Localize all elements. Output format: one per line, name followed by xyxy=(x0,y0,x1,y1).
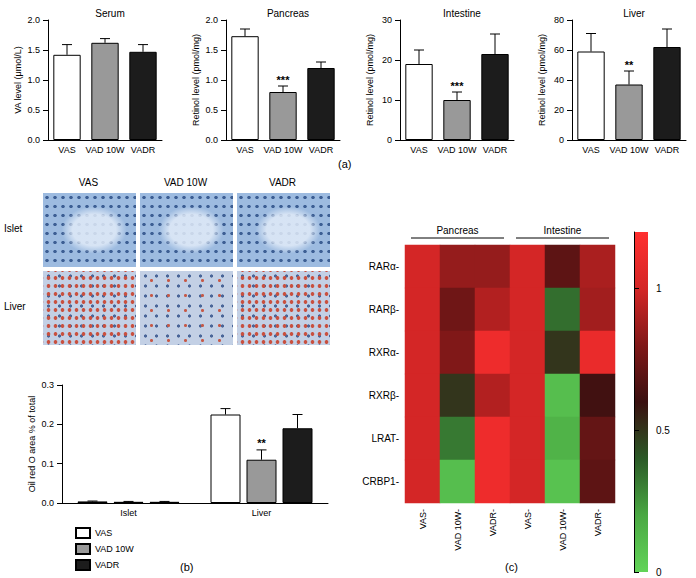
svg-text:Retinol level (pmol/mg): Retinol level (pmol/mg) xyxy=(191,34,201,126)
svg-text:***: *** xyxy=(451,80,465,92)
svg-text:1.5: 1.5 xyxy=(205,45,218,55)
svg-text:Pancreas: Pancreas xyxy=(436,225,478,236)
svg-text:Intestine: Intestine xyxy=(544,225,582,236)
svg-text:2.0: 2.0 xyxy=(27,15,40,25)
svg-text:20: 20 xyxy=(554,105,564,115)
svg-text:Oil red O area % of total: Oil red O area % of total xyxy=(27,396,37,493)
svg-text:VAS-: VAS- xyxy=(418,509,428,529)
svg-text:30: 30 xyxy=(382,15,392,25)
svg-text:VADR: VADR xyxy=(655,145,680,155)
svg-text:Islet: Islet xyxy=(120,508,137,518)
html-text:Islet: Islet xyxy=(4,223,23,234)
html-text:VAD 10W: VAD 10W xyxy=(163,177,208,188)
svg-text:CRBP1-: CRBP1- xyxy=(362,476,399,487)
svg-text:20: 20 xyxy=(382,55,392,65)
svg-text:Liver: Liver xyxy=(623,8,645,19)
svg-text:VAS: VAS xyxy=(58,145,75,155)
svg-text:Intestine: Intestine xyxy=(443,8,481,19)
svg-text:0.3: 0.3 xyxy=(41,380,54,390)
svg-text:***: *** xyxy=(277,74,291,86)
svg-text:VAD 10W: VAD 10W xyxy=(264,145,303,155)
svg-text:2.0: 2.0 xyxy=(205,15,218,25)
svg-text:0.5: 0.5 xyxy=(205,105,218,115)
svg-text:VADR-: VADR- xyxy=(593,509,603,536)
svg-text:VADR-: VADR- xyxy=(488,509,498,536)
svg-text:0: 0 xyxy=(656,567,662,578)
svg-text:0.0: 0.0 xyxy=(205,135,218,145)
svg-text:1.0: 1.0 xyxy=(27,75,40,85)
svg-text:VAD 10W-: VAD 10W- xyxy=(453,509,463,551)
svg-text:0.0: 0.0 xyxy=(41,498,54,508)
svg-text:VAD 10W: VAD 10W xyxy=(95,544,134,554)
svg-text:VADR: VADR xyxy=(309,145,334,155)
svg-text:VAS: VAS xyxy=(410,145,427,155)
svg-text:40: 40 xyxy=(554,75,564,85)
svg-text:RARβ-: RARβ- xyxy=(369,304,399,315)
svg-text:VADR: VADR xyxy=(483,145,508,155)
svg-text:VAD 10W: VAD 10W xyxy=(86,145,125,155)
svg-text:1: 1 xyxy=(656,283,662,294)
html-text:VAS: VAS xyxy=(78,177,99,188)
svg-text:Retinol level (pmol/mg): Retinol level (pmol/mg) xyxy=(365,34,375,126)
svg-text:VA level (μmol/L): VA level (μmol/L) xyxy=(13,46,23,114)
svg-text:0.5: 0.5 xyxy=(656,425,670,436)
svg-text:VADR: VADR xyxy=(95,560,120,570)
svg-text:VAD 10W: VAD 10W xyxy=(438,145,477,155)
svg-text:RXRα-: RXRα- xyxy=(369,347,399,358)
svg-text:VAS: VAS xyxy=(582,145,599,155)
svg-text:VAD 10W: VAD 10W xyxy=(610,145,649,155)
svg-text:VAS: VAS xyxy=(95,528,112,538)
html-text:VADR: VADR xyxy=(269,177,296,188)
svg-text:LRAT-: LRAT- xyxy=(371,433,399,444)
svg-text:0.0: 0.0 xyxy=(27,135,40,145)
svg-text:**: ** xyxy=(257,437,266,449)
html-text:(a): (a) xyxy=(338,158,352,170)
html-text:Liver: Liver xyxy=(4,301,26,312)
svg-text:1.5: 1.5 xyxy=(27,45,40,55)
svg-text:60: 60 xyxy=(554,45,564,55)
svg-text:0.2: 0.2 xyxy=(41,419,54,429)
html-text:(c): (c) xyxy=(505,561,518,573)
svg-text:RXRβ-: RXRβ- xyxy=(369,390,399,401)
svg-text:RARα-: RARα- xyxy=(369,261,399,272)
svg-text:Pancreas: Pancreas xyxy=(267,8,309,19)
svg-text:0: 0 xyxy=(387,135,392,145)
svg-text:80: 80 xyxy=(554,15,564,25)
svg-text:0: 0 xyxy=(559,135,564,145)
svg-text:1.0: 1.0 xyxy=(205,75,218,85)
html-text:(b): (b) xyxy=(180,561,194,573)
svg-text:Liver: Liver xyxy=(252,508,272,518)
svg-text:VAD 10W-: VAD 10W- xyxy=(558,509,568,551)
svg-text:**: ** xyxy=(625,59,634,71)
svg-text:VADR: VADR xyxy=(131,145,156,155)
svg-text:VAS-: VAS- xyxy=(523,509,533,529)
svg-text:0.5: 0.5 xyxy=(27,105,40,115)
svg-text:VAS: VAS xyxy=(236,145,253,155)
svg-text:Retinol level (pmol/mg): Retinol level (pmol/mg) xyxy=(537,34,547,126)
svg-text:Serum: Serum xyxy=(95,8,124,19)
svg-text:10: 10 xyxy=(382,95,392,105)
svg-text:0.1: 0.1 xyxy=(41,459,54,469)
